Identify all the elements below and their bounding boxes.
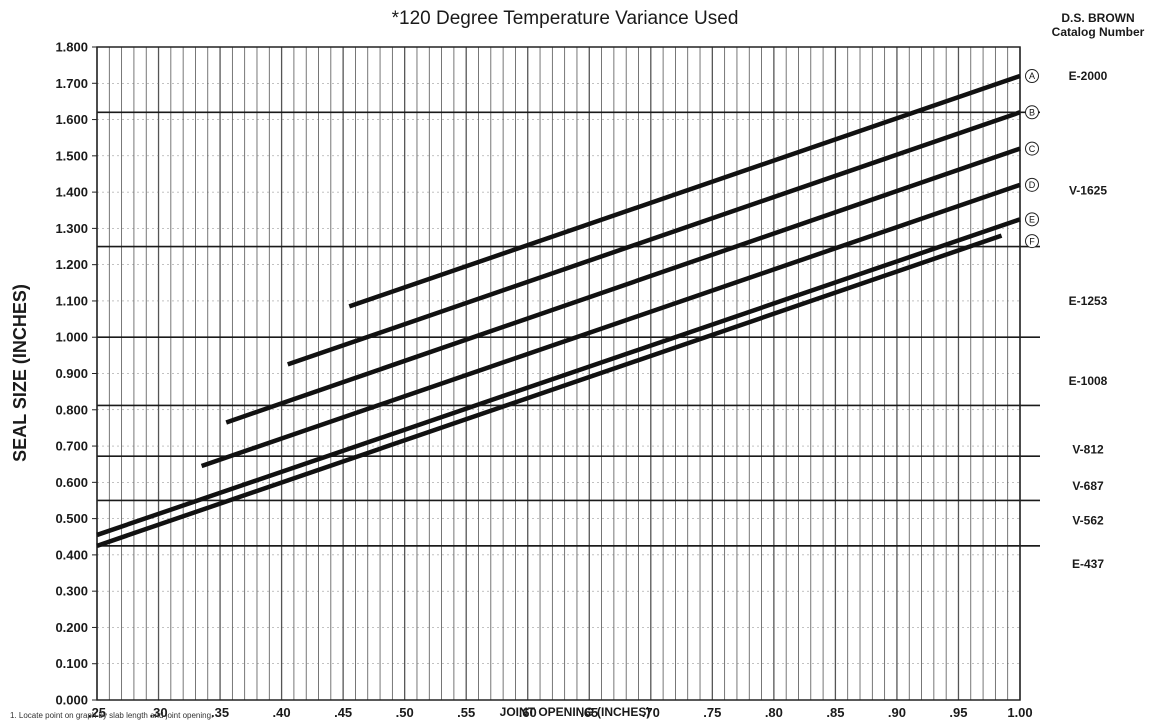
y-tick-label: 1.300 [55,221,88,236]
x-tick-label: .55 [457,705,475,720]
series-badge-label: C [1029,144,1036,154]
y-tick-label: 1.500 [55,148,88,163]
series-group [96,73,1021,548]
x-tick-label: .85 [826,705,844,720]
x-tick-label: .65 [580,705,598,720]
series-badge-A [1025,69,1039,84]
x-tick-label: .70 [642,705,660,720]
chart-title: *120 Degree Temperature Variance Used [392,8,739,29]
series-badge-label: B [1029,108,1035,118]
plot-frame [96,46,1021,701]
series-line-C [225,146,1021,425]
x-tick-label: .75 [703,705,721,720]
y-tick-label: 1.400 [55,185,88,200]
y-tick-labels: 0.000 0.100 0.200 0.300 0.400 0.500 0.600 0.700… [55,40,88,708]
series-line-D [200,182,1021,469]
series-badge-label: F [1029,236,1035,246]
series-badge-E [1025,212,1039,227]
series-line-F [96,233,1003,548]
x-tick-label: .60 [519,705,537,720]
x-tick-label: 1.00 [1007,705,1032,720]
catalog-label: V-1625 [1069,183,1107,197]
y-tick-label: 1.000 [55,330,88,345]
series-badge-C [1025,141,1039,156]
x-tick-labels: .25 .30 .35 .40 .45 .50 .55 .60 .65 .70 .75 .80 .85.… [88,705,1033,720]
y-tick-label: 0.300 [55,584,88,599]
series-line-B [287,110,1021,367]
catalog-labels: E-2000 V-1625 E-1253 E-1008 V-812 V-687 V-562 E… [1069,69,1108,571]
x-tick-label: .45 [334,705,352,720]
y-axis-label: SEAL SIZE (INCHES) [10,284,30,462]
x-tick-label: .40 [273,705,291,720]
series-badge-F [1025,234,1039,249]
footnote: 1. Locate point on graph by slab length … [10,711,213,720]
x-tick-label: .90 [888,705,906,720]
y-tick-label: 0.500 [55,511,88,526]
catalog-label: V-812 [1072,443,1104,457]
y-tick-label: 1.800 [55,40,88,55]
series-badge-label: A [1029,71,1035,81]
y-tick-label: 0.800 [55,402,88,417]
y-tick-label: 0.100 [55,656,88,671]
x-axis-label: JOINT OPENING (INCHES) [500,705,651,719]
catalog-label: V-562 [1072,513,1104,527]
y-tick-label: 0.000 [55,693,88,708]
y-tick-label: 0.900 [55,366,88,381]
series-badge-label: D [1029,180,1036,190]
x-tick-label: .35 [211,705,229,720]
catalog-label: E-1008 [1069,374,1108,388]
catalog-label: V-687 [1072,479,1104,493]
catalog-label: E-437 [1072,557,1104,571]
y-tick-label: 0.400 [55,547,88,562]
series-badges: A B C D E F [1025,69,1039,249]
y-tick-label: 0.200 [55,620,88,635]
x-tick-label: .95 [949,705,967,720]
series-line-A [348,73,1021,309]
series-badge-label: E [1029,215,1035,225]
catalog-heading-line2: Catalog Number [1052,25,1145,39]
series-badge-D [1025,177,1039,192]
grid [92,46,1021,701]
series-line-E [96,217,1021,538]
catalog-label: E-2000 [1069,69,1108,83]
x-tick-label: .80 [765,705,783,720]
reference-lines [97,111,1040,547]
catalog-heading-line1: D.S. BROWN [1061,11,1134,25]
y-tick-label: 0.600 [55,475,88,490]
y-tick-label: 1.600 [55,112,88,127]
catalog-label: E-1253 [1069,294,1108,308]
y-tick-label: 1.700 [55,76,88,91]
y-tick-label: 0.700 [55,439,88,454]
x-tick-label: .50 [396,705,414,720]
x-tick-label: .30 [149,705,167,720]
x-tick-label: .25 [88,705,106,720]
y-tick-label: 1.100 [55,293,88,308]
series-badge-B [1025,105,1039,120]
y-tick-label: 1.200 [55,257,88,272]
